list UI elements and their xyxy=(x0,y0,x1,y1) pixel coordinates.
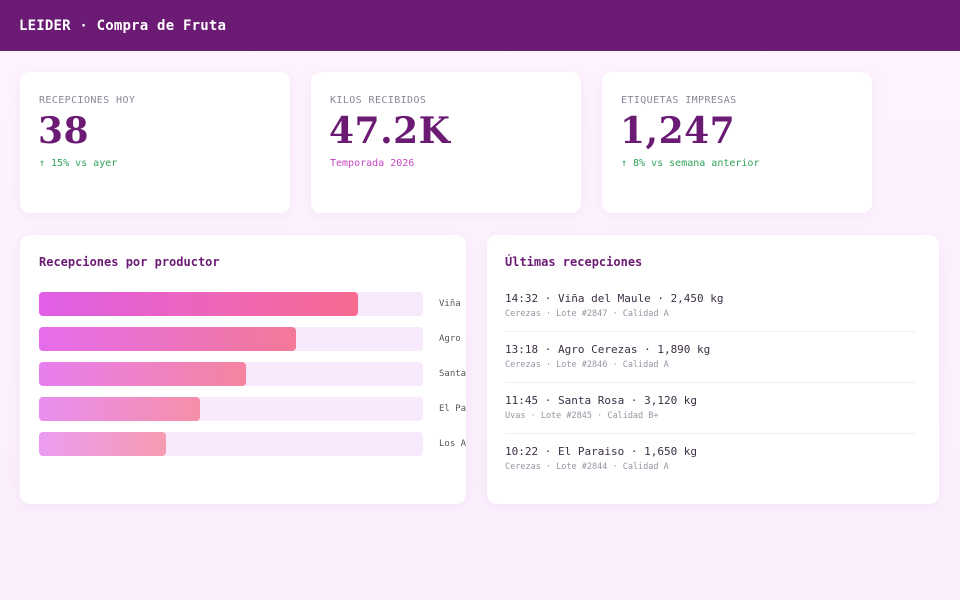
reception-summary: 11:45 · Santa Rosa · 3,120 kg xyxy=(505,394,698,407)
reception-details: Cerezas · Lote #2847 · Calidad A xyxy=(505,309,669,319)
app-header: LEIDER · Compra de Fruta xyxy=(0,0,960,51)
bar-track xyxy=(39,292,423,316)
producer-bar-row[interactable]: Agro Cerezas xyxy=(39,327,466,351)
bar-track xyxy=(39,327,423,351)
divider xyxy=(505,382,915,383)
panel-title: Últimas recepciones xyxy=(505,255,643,269)
stat-trend: ↑ 8% vs semana anterior xyxy=(621,158,760,169)
bar-fill xyxy=(39,292,358,316)
bar-track xyxy=(39,397,423,421)
stat-value: 47.2K xyxy=(329,110,451,152)
stat-label: ETIQUETAS IMPRESAS xyxy=(621,95,737,106)
bar-fill xyxy=(39,327,297,351)
bar-label: Santa Rosa xyxy=(439,369,466,379)
stat-value: 1,247 xyxy=(620,110,736,152)
divider xyxy=(505,433,915,434)
producer-bar-row[interactable]: Viña del Maule xyxy=(39,292,466,316)
bar-label: El Paraiso xyxy=(439,404,466,414)
reception-details: Cerezas · Lote #2844 · Calidad A xyxy=(505,462,669,472)
bar-label: Los Andes xyxy=(439,439,466,449)
bar-fill xyxy=(39,397,201,421)
bar-fill xyxy=(39,362,247,386)
panel-title: Recepciones por productor xyxy=(39,255,220,269)
reception-summary: 14:32 · Viña del Maule · 2,450 kg xyxy=(505,292,724,305)
receptions-panel: Últimas recepciones 14:32 · Viña del Mau… xyxy=(487,235,939,504)
producers-panel: Recepciones por productor Viña del Maule… xyxy=(20,235,466,504)
bar-label: Agro Cerezas xyxy=(439,334,466,344)
bar-label: Viña del Maule xyxy=(439,299,466,309)
producer-bar-row[interactable]: El Paraiso xyxy=(39,397,466,421)
stat-season: Temporada 2026 xyxy=(330,158,415,169)
bar-track xyxy=(39,362,423,386)
stat-trend: ↑ 15% vs ayer xyxy=(39,158,118,169)
stat-card-etiquetas: ETIQUETAS IMPRESAS 1,247 ↑ 8% vs semana … xyxy=(602,72,872,213)
bar-track xyxy=(39,432,423,456)
bar-fill xyxy=(39,432,166,456)
reception-summary: 10:22 · El Paraiso · 1,650 kg xyxy=(505,445,698,458)
reception-details: Cerezas · Lote #2846 · Calidad A xyxy=(505,360,669,370)
producer-bar-row[interactable]: Santa Rosa xyxy=(39,362,466,386)
stat-card-kilos: KILOS RECIBIDOS 47.2K Temporada 2026 xyxy=(311,72,581,213)
stat-value: 38 xyxy=(38,110,90,152)
reception-item[interactable]: 13:18 · Agro Cerezas · 1,890 kg Cerezas … xyxy=(505,343,915,373)
reception-item[interactable]: 10:22 · El Paraiso · 1,650 kg Cerezas · … xyxy=(505,445,915,475)
stat-card-recepciones: RECEPCIONES HOY 38 ↑ 15% vs ayer xyxy=(20,72,290,213)
producer-bar-row[interactable]: Los Andes xyxy=(39,432,466,456)
reception-summary: 13:18 · Agro Cerezas · 1,890 kg xyxy=(505,343,711,356)
app-title: LEIDER · Compra de Fruta xyxy=(19,17,227,34)
stat-label: KILOS RECIBIDOS xyxy=(330,95,427,106)
stat-label: RECEPCIONES HOY xyxy=(39,95,136,106)
divider xyxy=(505,331,915,332)
reception-details: Uvas · Lote #2845 · Calidad B+ xyxy=(505,411,659,421)
reception-item[interactable]: 11:45 · Santa Rosa · 3,120 kg Uvas · Lot… xyxy=(505,394,915,424)
reception-item[interactable]: 14:32 · Viña del Maule · 2,450 kg Cereza… xyxy=(505,292,915,322)
